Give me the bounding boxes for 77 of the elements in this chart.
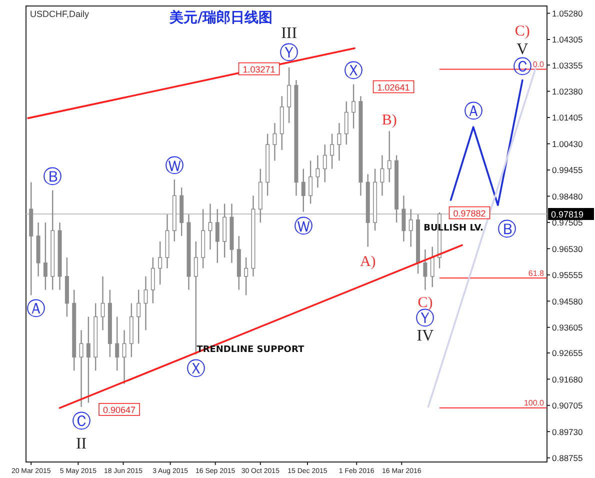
y-tick-label: 0.95555 xyxy=(552,270,583,280)
y-tick-label: 1.03355 xyxy=(552,60,583,70)
candlestick xyxy=(215,208,220,264)
y-tick-label: 0.94580 xyxy=(552,296,583,306)
candlestick xyxy=(144,276,148,331)
annotation: III xyxy=(281,24,298,42)
annotation: 1.02641 xyxy=(377,82,410,92)
candlestick xyxy=(402,195,406,242)
y-tick-label: 1.00430 xyxy=(552,138,583,149)
y-tick-label: 0.96530 xyxy=(552,244,583,254)
y-tick-label: 1.04305 xyxy=(552,34,583,45)
line-series xyxy=(450,79,524,206)
candlestick xyxy=(344,100,348,146)
y-tick-label: 0.98480 xyxy=(552,191,583,202)
candlestick xyxy=(301,168,306,212)
y-tick-label: 1.02380 xyxy=(552,86,583,96)
annotation: 0.90647 xyxy=(103,405,136,416)
annotation: Ⓦ xyxy=(294,215,313,238)
candlestick xyxy=(337,122,342,162)
candlestick xyxy=(387,130,392,183)
annotation: 0.97882 xyxy=(453,208,486,218)
candlestick xyxy=(272,122,277,162)
candlestick xyxy=(79,330,84,408)
candlestick xyxy=(308,160,313,204)
candlestick xyxy=(208,203,212,250)
candlestick xyxy=(86,316,90,404)
y-tick-label: 0.90705 xyxy=(552,400,583,411)
candlestick xyxy=(158,240,162,286)
annotation: Ⓐ xyxy=(26,298,46,320)
chart-subtitle: USDCHF,Daily xyxy=(30,9,90,19)
candlestick xyxy=(136,289,141,344)
y-tick-label: 0.93605 xyxy=(552,322,583,333)
y-tick-label: 0.89730 xyxy=(552,426,583,437)
annotation: 0.0 xyxy=(532,60,545,70)
ref-line-label: 0.97819 xyxy=(551,209,584,220)
candlestick xyxy=(430,246,434,288)
y-tick-label: 1.01405 xyxy=(552,112,583,123)
candlestick xyxy=(380,154,384,196)
annotation: C) xyxy=(514,24,530,40)
annotation: 1.03271 xyxy=(242,64,276,74)
candlestick xyxy=(330,133,334,170)
annotation: 61.8 xyxy=(528,268,545,278)
annotation: A) xyxy=(360,254,376,270)
y-tick-label: 0.92655 xyxy=(552,348,583,358)
y-tick-label: 0.97505 xyxy=(552,218,583,228)
candlestick xyxy=(194,240,198,355)
y-tick-label: 1.05280 xyxy=(552,8,583,18)
annotation: Ⓑ xyxy=(497,218,516,241)
candlestick xyxy=(100,276,105,331)
candlestick xyxy=(322,144,327,183)
y-tick-label: 0.88755 xyxy=(552,453,583,464)
candlestick xyxy=(316,154,320,188)
annotation: Ⓒ xyxy=(72,410,91,433)
annotation: Ⓦ xyxy=(164,155,184,178)
annotation: IV xyxy=(416,327,434,344)
candlestick xyxy=(43,222,48,290)
candlestick xyxy=(423,248,428,290)
y-tick-label: 0.91680 xyxy=(552,374,583,384)
candlestick xyxy=(287,66,292,124)
candlestick xyxy=(115,316,120,372)
candlestick xyxy=(352,84,356,130)
annotation: Ⓑ xyxy=(43,166,62,188)
candlestick xyxy=(408,208,413,248)
chart-title: 美元/瑞郎日线图 xyxy=(168,9,273,26)
candlestick xyxy=(122,330,126,385)
annotation: Ⓐ xyxy=(464,100,483,123)
annotation: Ⓧ xyxy=(186,358,206,380)
annotation: Ⓧ xyxy=(344,60,364,82)
annotation: II xyxy=(76,436,87,453)
annotation: V xyxy=(516,40,529,58)
annotation: BULLISH LV. xyxy=(424,223,484,234)
y-tick-label: 0.99455 xyxy=(552,165,583,176)
annotation: Ⓨ xyxy=(280,42,299,64)
candlestick xyxy=(150,256,155,304)
annotation: 100.0 xyxy=(524,398,545,408)
annotation: B) xyxy=(382,112,397,128)
candlestick xyxy=(244,256,248,296)
